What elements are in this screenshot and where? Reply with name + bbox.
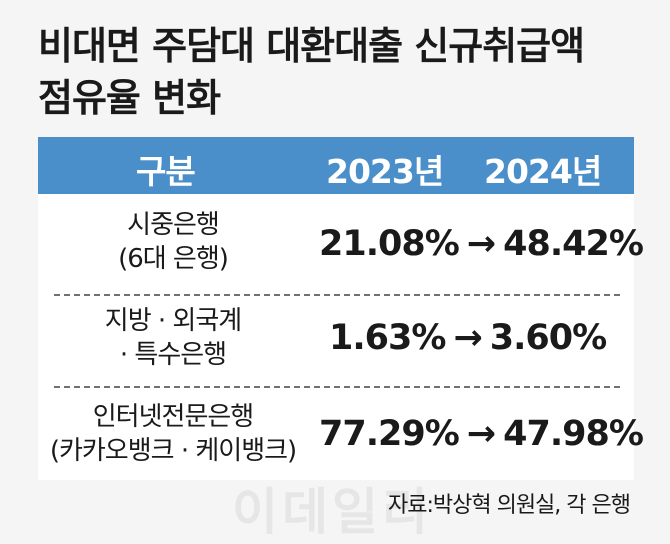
header-category: 구분	[136, 152, 196, 191]
title-line-2: 점유율 변화	[38, 76, 221, 120]
watermark: 이데일리	[232, 483, 432, 541]
chart-title: 비대면 주담대 대환대출 신규취급액 점유율 변화	[38, 20, 585, 124]
table-row: 지방 · 외국계 · 특수은행 1.63% → 3.60%	[38, 296, 634, 386]
value-2023: 21.08%	[319, 224, 460, 264]
row-label-line-1: 시중은행	[127, 210, 220, 240]
row-label: 지방 · 외국계 · 특수은행	[38, 304, 308, 372]
arrow-icon: →	[466, 224, 496, 264]
value-2023: 1.63%	[329, 318, 446, 358]
row-values: 77.29% → 47.98%	[319, 414, 644, 454]
source-note: 자료:박상혁 의원실, 각 은행	[387, 493, 631, 518]
row-label-line-1: 지방 · 외국계	[104, 306, 242, 336]
row-divider	[54, 386, 620, 388]
table-row: 인터넷전문은행 (카카오뱅크 · 케이뱅크) 77.29% → 47.98%	[38, 388, 644, 480]
value-2024: 3.60%	[489, 318, 607, 358]
arrow-icon: →	[453, 318, 482, 358]
row-label-line-2: (6대 은행)	[118, 244, 229, 274]
value-2024: 48.42%	[503, 224, 644, 264]
header-2024: 2024년	[484, 152, 602, 191]
row-values: 1.63% → 3.60%	[329, 318, 607, 358]
row-label-line-2: (카카오뱅크 · 케이뱅크)	[49, 436, 297, 466]
header-2023: 2023년	[326, 152, 444, 191]
title-line-1: 비대면 주담대 대환대출 신규취급액	[38, 24, 585, 68]
row-divider	[54, 294, 620, 296]
arrow-icon: →	[466, 414, 496, 454]
row-values: 21.08% → 48.42%	[319, 224, 644, 264]
value-2023: 77.29%	[319, 414, 460, 454]
row-label: 시중은행 (6대 은행)	[38, 208, 308, 276]
table-header: 구분 2023년 2024년	[38, 137, 634, 194]
row-label-line-1: 인터넷전문은행	[92, 402, 254, 432]
row-label-line-2: · 특수은행	[119, 340, 227, 370]
row-label: 인터넷전문은행 (카카오뱅크 · 케이뱅크)	[38, 400, 308, 468]
data-table: 구분 2023년 2024년 시중은행 (6대 은행) 21.08% → 48.42…	[38, 137, 644, 480]
value-2024: 47.98%	[503, 414, 644, 454]
table-row: 시중은행 (6대 은행) 21.08% → 48.42%	[38, 194, 644, 294]
